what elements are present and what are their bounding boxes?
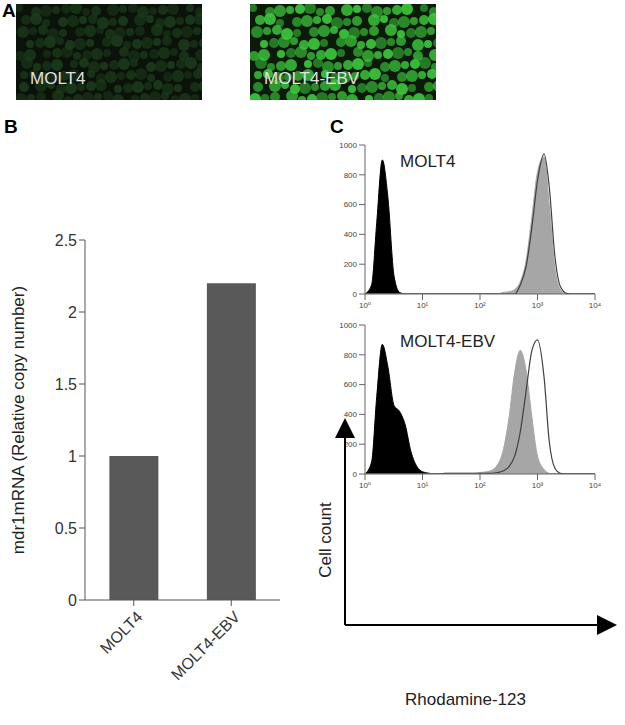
svg-text:200: 200 [343,440,357,449]
svg-text:0: 0 [353,290,358,299]
svg-text:200: 200 [344,260,358,269]
svg-text:mdr1mRNA (Relative copy numbe: mdr1mRNA (Relative copy number) [9,286,28,554]
html-text:MOLT4: MOLT4 [400,152,456,171]
svg-text:MOLT4-EBV: MOLT4-EBV [264,69,360,88]
svg-text:400: 400 [344,410,358,419]
svg-text:10⁴: 10⁴ [589,481,602,490]
svg-text:10³: 10³ [532,301,544,310]
svg-text:600: 600 [344,200,358,209]
svg-text:10³: 10³ [532,481,544,490]
svg-text:10¹: 10¹ [417,301,429,310]
svg-text:2.5: 2.5 [55,232,77,249]
svg-text:10⁴: 10⁴ [589,301,602,310]
svg-text:Cell count: Cell count [316,502,335,578]
html-text:A: A [2,0,16,21]
html-text:Rhodamine-123: Rhodamine-123 [405,690,526,709]
svg-text:10²: 10² [474,481,486,490]
svg-text:10⁰: 10⁰ [359,301,371,310]
svg-text:1.5: 1.5 [55,376,77,393]
svg-text:800: 800 [344,171,358,180]
svg-text:MOLT4-EBV: MOLT4-EBV [168,608,244,684]
svg-text:0: 0 [353,470,358,479]
svg-text:600: 600 [344,380,358,389]
svg-text:10¹: 10¹ [417,481,429,490]
html-text:C: C [330,116,344,137]
svg-text:10²: 10² [474,301,486,310]
html-text:B: B [4,116,18,137]
svg-text:MOLT4: MOLT4 [97,608,146,657]
html-text:MOLT4-EBV: MOLT4-EBV [400,332,496,351]
svg-text:1: 1 [68,448,77,465]
svg-text:MOLT4: MOLT4 [30,69,85,88]
svg-text:2: 2 [68,304,77,321]
svg-text:10⁰: 10⁰ [359,481,371,490]
svg-text:1000: 1000 [339,141,357,150]
svg-text:0: 0 [68,592,77,609]
svg-text:0.5: 0.5 [55,520,77,537]
svg-text:400: 400 [344,230,358,239]
svg-text:800: 800 [344,351,358,360]
svg-text:1000: 1000 [339,321,357,330]
